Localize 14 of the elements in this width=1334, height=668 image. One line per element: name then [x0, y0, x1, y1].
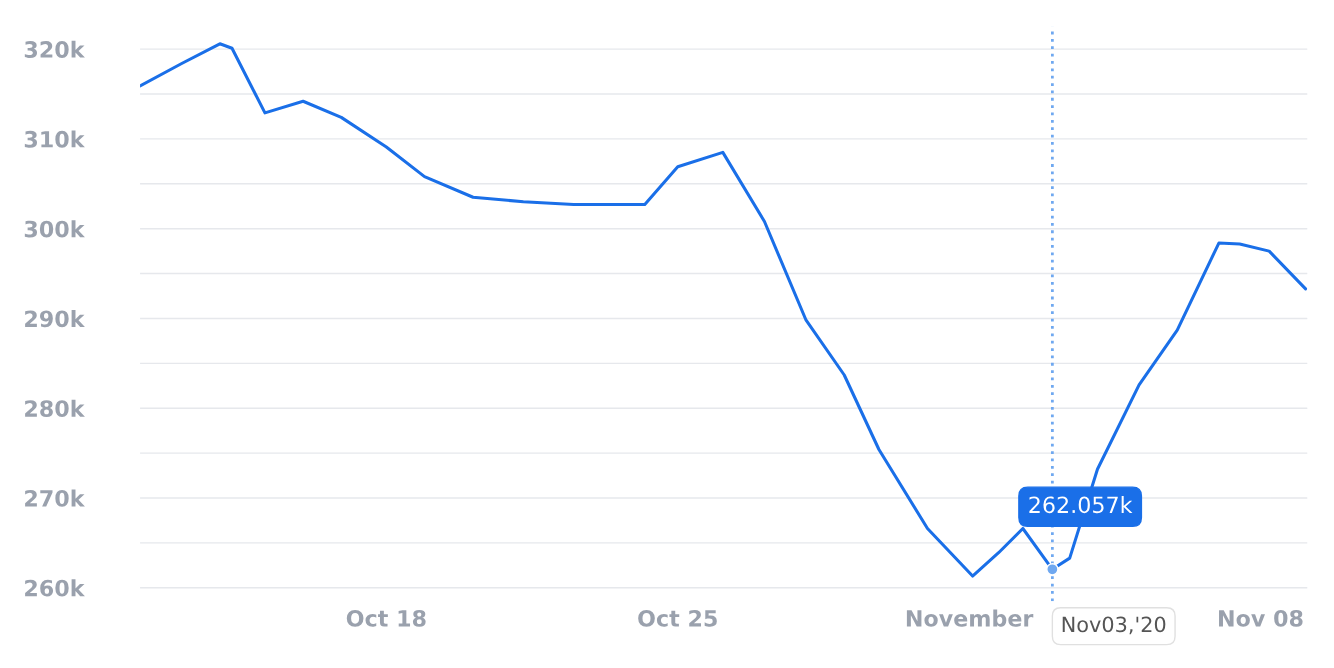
y-tick-label: 280k [25, 399, 85, 417]
annotation: 262.057k [1029, 496, 1133, 514]
x-tick-label: Oct 18 [346, 609, 426, 627]
line-series [140, 42, 1308, 578]
x-tick-label: November [906, 609, 1034, 627]
x-tick-label: Oct 25 [638, 609, 717, 627]
y-tick-label: 290k [25, 310, 85, 328]
y-tick-label: 300k [24, 220, 85, 238]
y-tick-label: 320k [24, 40, 85, 58]
y-tick-label: 310k [24, 130, 85, 148]
y-tick-label: 260k [25, 579, 85, 597]
y-tick-label: 270k [25, 489, 85, 507]
x-tick-label: Nov 08 [1219, 609, 1303, 627]
ref-line-label: Nov03,'20 [1062, 616, 1166, 635]
